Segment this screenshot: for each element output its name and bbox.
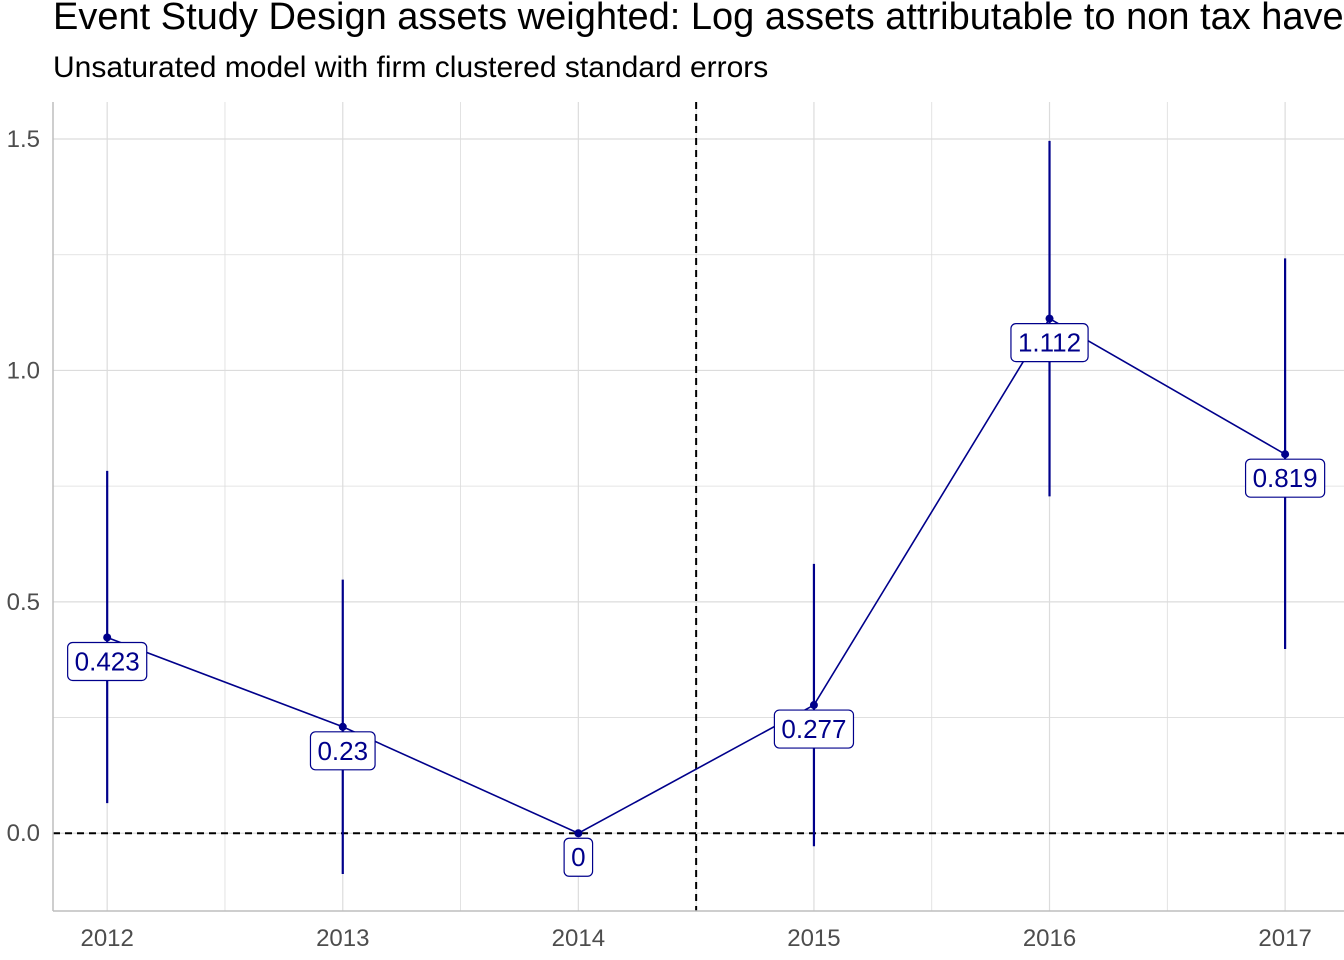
x-tick-label: 2016 xyxy=(1023,925,1076,952)
chart-subtitle: Unsaturated model with firm clustered st… xyxy=(53,51,769,84)
data-label: 0.423 xyxy=(67,641,148,682)
x-tick-label: 2014 xyxy=(552,925,605,952)
data-label-text: 0.423 xyxy=(75,646,140,676)
data-label-text: 0.23 xyxy=(317,736,368,766)
data-labels: 0.423 0.23 0 0.277 1.112 0.819 xyxy=(67,322,1326,877)
estimate-point xyxy=(574,829,583,838)
axes: 0.0 0.5 1.0 1.5 2012 2013 2014 2015 2016 2017 xyxy=(7,102,1344,952)
estimate-point xyxy=(1045,314,1054,323)
y-tick-label: 0.5 xyxy=(7,589,40,616)
y-tick-label: 1.0 xyxy=(7,357,40,384)
data-label-text: 0.277 xyxy=(781,714,846,744)
data-label: 0.23 xyxy=(309,731,376,771)
x-tick-label: 2015 xyxy=(787,925,840,952)
estimate-point xyxy=(103,633,112,642)
data-label-box xyxy=(563,837,594,877)
data-label: 0.277 xyxy=(773,709,855,749)
y-tick-label: 0.0 xyxy=(7,820,40,847)
x-tick-label: 2013 xyxy=(316,925,369,952)
data-label: 0.819 xyxy=(1244,458,1326,498)
data-label-box xyxy=(773,709,855,749)
grid-lines xyxy=(53,102,1344,911)
estimate-point xyxy=(1281,450,1290,459)
x-tick-label: 2017 xyxy=(1258,925,1311,952)
reference-lines xyxy=(53,102,1344,911)
series-line xyxy=(103,140,1290,874)
data-label-box xyxy=(1244,458,1326,498)
data-label: 1.112 xyxy=(1010,322,1089,363)
chart-title: Event Study Design assets weighted: Log … xyxy=(53,0,1344,38)
data-label-box xyxy=(1010,322,1089,363)
estimate-line xyxy=(106,317,1286,835)
data-label-text: 1.112 xyxy=(1018,328,1081,358)
estimate-point xyxy=(338,722,347,731)
data-label-text: 0 xyxy=(571,842,585,872)
data-label: 0 xyxy=(563,837,594,877)
data-label-text: 0.819 xyxy=(1253,463,1318,493)
data-label-box xyxy=(309,731,376,771)
x-tick-label: 2012 xyxy=(80,925,133,952)
data-label-box xyxy=(67,641,148,682)
y-tick-label: 1.5 xyxy=(7,126,40,153)
estimate-point xyxy=(809,701,818,710)
